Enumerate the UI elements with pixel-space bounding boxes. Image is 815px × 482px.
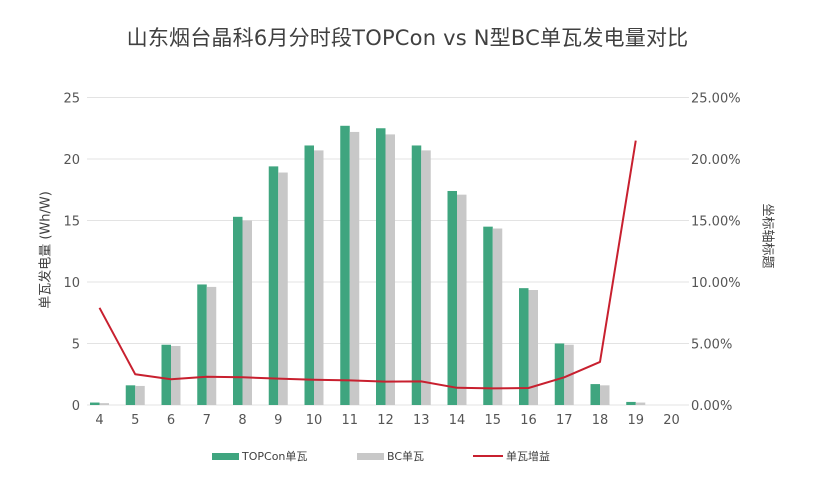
topcon-bar[interactable] bbox=[554, 343, 565, 406]
topcon-bar[interactable] bbox=[90, 402, 100, 405]
x-tick-label: 15 bbox=[484, 413, 501, 428]
topcon-bar[interactable] bbox=[376, 128, 386, 405]
topcon-bar[interactable] bbox=[233, 216, 243, 405]
topcon-bar[interactable] bbox=[411, 145, 422, 405]
chart-title: 山东烟台晶科6月分时段TOPCon vs N型BC单瓦发电量对比 bbox=[126, 26, 689, 50]
topcon-bar[interactable] bbox=[161, 344, 172, 405]
x-tick-label: 19 bbox=[627, 413, 644, 428]
bc-bar[interactable] bbox=[492, 228, 503, 405]
topcon-swatch-icon bbox=[212, 452, 239, 460]
bc-bar[interactable] bbox=[314, 150, 324, 405]
bc-bar[interactable] bbox=[600, 385, 610, 405]
x-tick-label: 17 bbox=[556, 413, 573, 428]
topcon-bar[interactable] bbox=[626, 401, 636, 405]
left-tick-label: 20 bbox=[63, 153, 80, 168]
x-tick-label: 20 bbox=[663, 413, 680, 428]
x-tick-label: 7 bbox=[203, 413, 211, 428]
x-tick-label: 8 bbox=[238, 413, 246, 428]
legend-item-bc[interactable]: BC单瓦 bbox=[357, 448, 424, 464]
bc-bar[interactable] bbox=[528, 289, 539, 405]
bc-bar[interactable] bbox=[99, 403, 110, 405]
legend: TOPCon单瓦 BC单瓦 单瓦增益 bbox=[0, 448, 815, 468]
topcon-bar[interactable] bbox=[447, 190, 458, 405]
legend-label-gain: 单瓦增益 bbox=[506, 450, 550, 463]
topcon-bar[interactable] bbox=[519, 288, 529, 405]
right-tick-label: 0.00% bbox=[691, 399, 732, 414]
bc-swatch-icon bbox=[357, 452, 384, 460]
bc-bar[interactable] bbox=[421, 150, 431, 405]
left-tick-label: 25 bbox=[63, 92, 80, 107]
left-tick-label: 10 bbox=[63, 276, 80, 291]
legend-label-bc: BC单瓦 bbox=[387, 450, 425, 463]
right-tick-label: 25.00% bbox=[691, 92, 741, 107]
x-tick-label: 6 bbox=[167, 413, 175, 428]
x-tick-label: 14 bbox=[449, 413, 466, 428]
topcon-bar[interactable] bbox=[340, 125, 350, 405]
bc-bar[interactable] bbox=[457, 194, 467, 405]
topcon-bar[interactable] bbox=[125, 385, 136, 405]
topcon-bar[interactable] bbox=[483, 226, 493, 405]
bc-bar[interactable] bbox=[278, 172, 288, 405]
bc-bar[interactable] bbox=[635, 402, 646, 405]
x-tick-label: 9 bbox=[274, 413, 282, 428]
bc-bar[interactable] bbox=[135, 385, 145, 405]
left-tick-label: 0 bbox=[72, 399, 80, 414]
right-tick-label: 10.00% bbox=[691, 276, 741, 291]
right-tick-label: 5.00% bbox=[691, 338, 732, 353]
legend-label-topcon: TOPCon单瓦 bbox=[242, 450, 308, 463]
topcon-bar[interactable] bbox=[197, 284, 207, 405]
left-tick-label: 5 bbox=[72, 338, 80, 353]
x-tick-label: 18 bbox=[592, 413, 609, 428]
bc-bar[interactable] bbox=[385, 134, 396, 405]
x-tick-label: 5 bbox=[131, 413, 139, 428]
gain-line-swatch-icon bbox=[473, 455, 503, 457]
bc-bar[interactable] bbox=[349, 131, 360, 405]
x-tick-label: 12 bbox=[377, 413, 394, 428]
topcon-bar[interactable] bbox=[304, 145, 315, 405]
legend-item-gain[interactable]: 单瓦增益 bbox=[473, 448, 550, 464]
right-tick-label: 20.00% bbox=[691, 153, 741, 168]
x-tick-label: 11 bbox=[341, 413, 358, 428]
x-tick-label: 16 bbox=[520, 413, 537, 428]
bc-bar[interactable] bbox=[242, 220, 253, 406]
bc-bar[interactable] bbox=[206, 286, 217, 405]
topcon-bar[interactable] bbox=[590, 384, 601, 405]
right-tick-label: 15.00% bbox=[691, 215, 741, 230]
left-tick-label: 15 bbox=[63, 215, 80, 230]
gain-line[interactable] bbox=[98, 140, 637, 390]
x-tick-label: 10 bbox=[306, 413, 323, 428]
topcon-bar[interactable] bbox=[268, 166, 279, 405]
x-tick-label: 4 bbox=[95, 413, 103, 428]
bc-bar[interactable] bbox=[171, 345, 181, 405]
x-tick-label: 13 bbox=[413, 413, 430, 428]
legend-item-topcon[interactable]: TOPCon单瓦 bbox=[212, 448, 307, 464]
